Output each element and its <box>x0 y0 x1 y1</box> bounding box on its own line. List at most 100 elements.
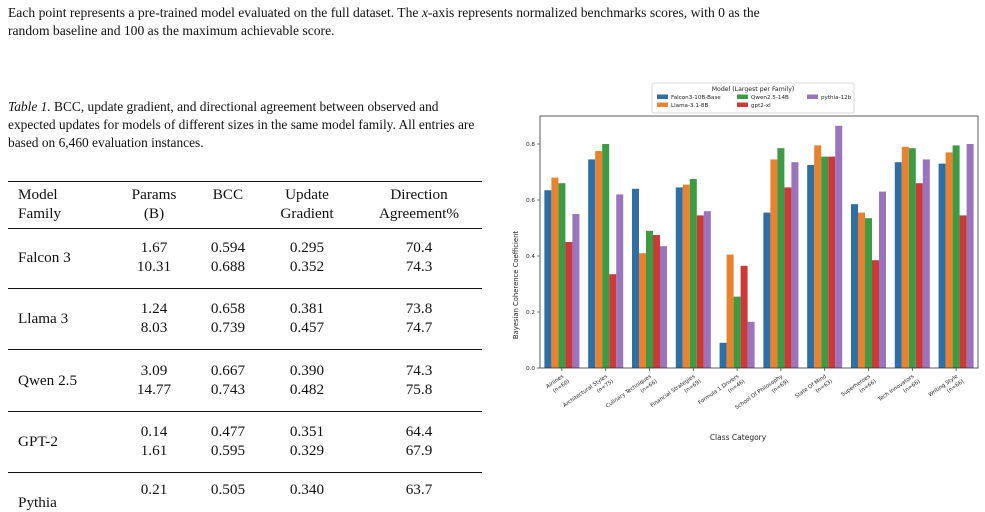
update-cell: 0.390 <box>289 362 325 379</box>
header-bcc: BCC <box>212 186 244 203</box>
header-update-line2: Gradient <box>280 205 334 222</box>
bcc-cell: 0.688 <box>210 258 246 275</box>
params-cell: 0.21 <box>140 481 168 498</box>
header-update-line1: Update <box>285 186 329 203</box>
bar <box>689 179 697 368</box>
header-direction-line1: Direction <box>390 186 448 203</box>
y-tick-label: 0.6 <box>526 198 535 204</box>
header-params-line2: (B) <box>143 205 165 222</box>
header-rule <box>8 228 482 229</box>
bar <box>922 159 930 368</box>
bar <box>959 215 967 368</box>
bar <box>588 159 596 368</box>
update-cell: 0.295 <box>289 239 325 256</box>
family-cell: Llama 3 <box>18 310 69 327</box>
direction-cell: 75.8 <box>405 381 433 398</box>
direction-cell: 70.4 <box>405 239 433 256</box>
bar <box>733 296 741 368</box>
figure-caption: Each point represents a pre-trained mode… <box>8 4 980 40</box>
bcc-cell: 0.594 <box>210 239 246 256</box>
params-cell: 1.24 <box>140 300 168 317</box>
bar <box>645 230 654 368</box>
table-caption: Table 1. BCC, update gradient, and direc… <box>8 98 478 152</box>
bar <box>908 148 916 368</box>
bar <box>850 204 858 368</box>
bar <box>901 146 909 368</box>
bar <box>638 253 646 368</box>
family-cell: Falcon 3 <box>18 249 71 266</box>
bar <box>544 190 552 368</box>
bcc-cell: 0.743 <box>210 381 246 398</box>
bar <box>807 165 815 368</box>
bar <box>726 254 734 368</box>
params-cell: 1.67 <box>140 239 168 256</box>
bar <box>857 212 865 368</box>
bcc-cell: 0.595 <box>210 442 246 459</box>
plot-frame <box>539 115 979 369</box>
legend-frame <box>651 82 855 114</box>
params-cell: 10.31 <box>136 258 172 275</box>
group-rule <box>8 288 482 289</box>
header-params-line1: Params <box>131 186 177 203</box>
y-tick-label: 0.4 <box>526 254 535 260</box>
update-cell: 0.351 <box>289 423 325 440</box>
bar <box>894 162 902 368</box>
legend-swatch <box>737 94 748 99</box>
bar <box>784 187 792 368</box>
bar <box>945 152 953 368</box>
y-tick-label: 0.8 <box>526 142 535 148</box>
params-cell: 8.03 <box>140 319 168 336</box>
y-tick-label: 0.2 <box>526 310 535 316</box>
bar <box>565 242 573 368</box>
bar <box>872 260 880 368</box>
bar <box>740 265 748 368</box>
bcc-cell: 0.477 <box>210 423 246 440</box>
bar <box>572 214 580 368</box>
header-family-line1: Model <box>18 186 58 203</box>
bar <box>770 159 778 368</box>
update-cell: 0.381 <box>289 300 325 317</box>
legend-entry: pythia-12b <box>821 95 852 101</box>
bar <box>675 187 683 368</box>
bar <box>879 191 887 368</box>
bar <box>828 156 836 368</box>
table-caption-label: Table 1. <box>8 99 51 114</box>
params-cell: 1.61 <box>140 442 168 459</box>
bar <box>602 144 610 368</box>
bar <box>631 188 639 368</box>
x-axis-label: Class Category <box>710 433 767 442</box>
legend-entry: gpt2-xl <box>751 103 771 109</box>
bar <box>703 211 711 368</box>
bcc-cell: 0.739 <box>210 319 246 336</box>
header-family-line2: Family <box>18 205 62 222</box>
direction-cell: 63.7 <box>405 481 433 498</box>
bar <box>653 235 661 368</box>
legend-entry: Falcon3-10B-Base <box>671 95 721 101</box>
bcc-cell: 0.658 <box>210 300 246 317</box>
bar <box>719 342 727 368</box>
bcc-cell: 0.667 <box>210 362 246 379</box>
legend-swatch <box>657 102 668 107</box>
bar <box>682 184 690 368</box>
bar <box>551 177 559 368</box>
bar <box>814 145 822 368</box>
update-cell: 0.340 <box>289 481 325 498</box>
figure-caption-line2: random baseline and 100 as the maximum a… <box>8 23 335 38</box>
legend: Model (Largest per Family) Falcon3-10B-B… <box>651 82 855 114</box>
legend-entry: Qwen2.5-14B <box>751 95 789 101</box>
plot-area: 0.00.20.40.60.8Airlines(n=60)Architectur… <box>526 115 979 411</box>
group-rule <box>8 349 482 350</box>
update-cell: 0.352 <box>289 258 325 275</box>
direction-cell: 64.4 <box>405 423 433 440</box>
table-caption-text: BCC, update gradient, and directional ag… <box>8 99 475 150</box>
params-cell: 3.09 <box>140 362 168 379</box>
update-cell: 0.482 <box>289 381 325 398</box>
bar <box>864 218 873 368</box>
bar <box>616 194 624 368</box>
legend-swatch <box>737 102 748 107</box>
header-direction-line2: Agreement% <box>378 205 460 222</box>
family-cell: Qwen 2.5 <box>18 372 78 389</box>
bar <box>763 212 771 368</box>
bar <box>777 148 785 368</box>
direction-cell: 73.8 <box>405 300 433 317</box>
